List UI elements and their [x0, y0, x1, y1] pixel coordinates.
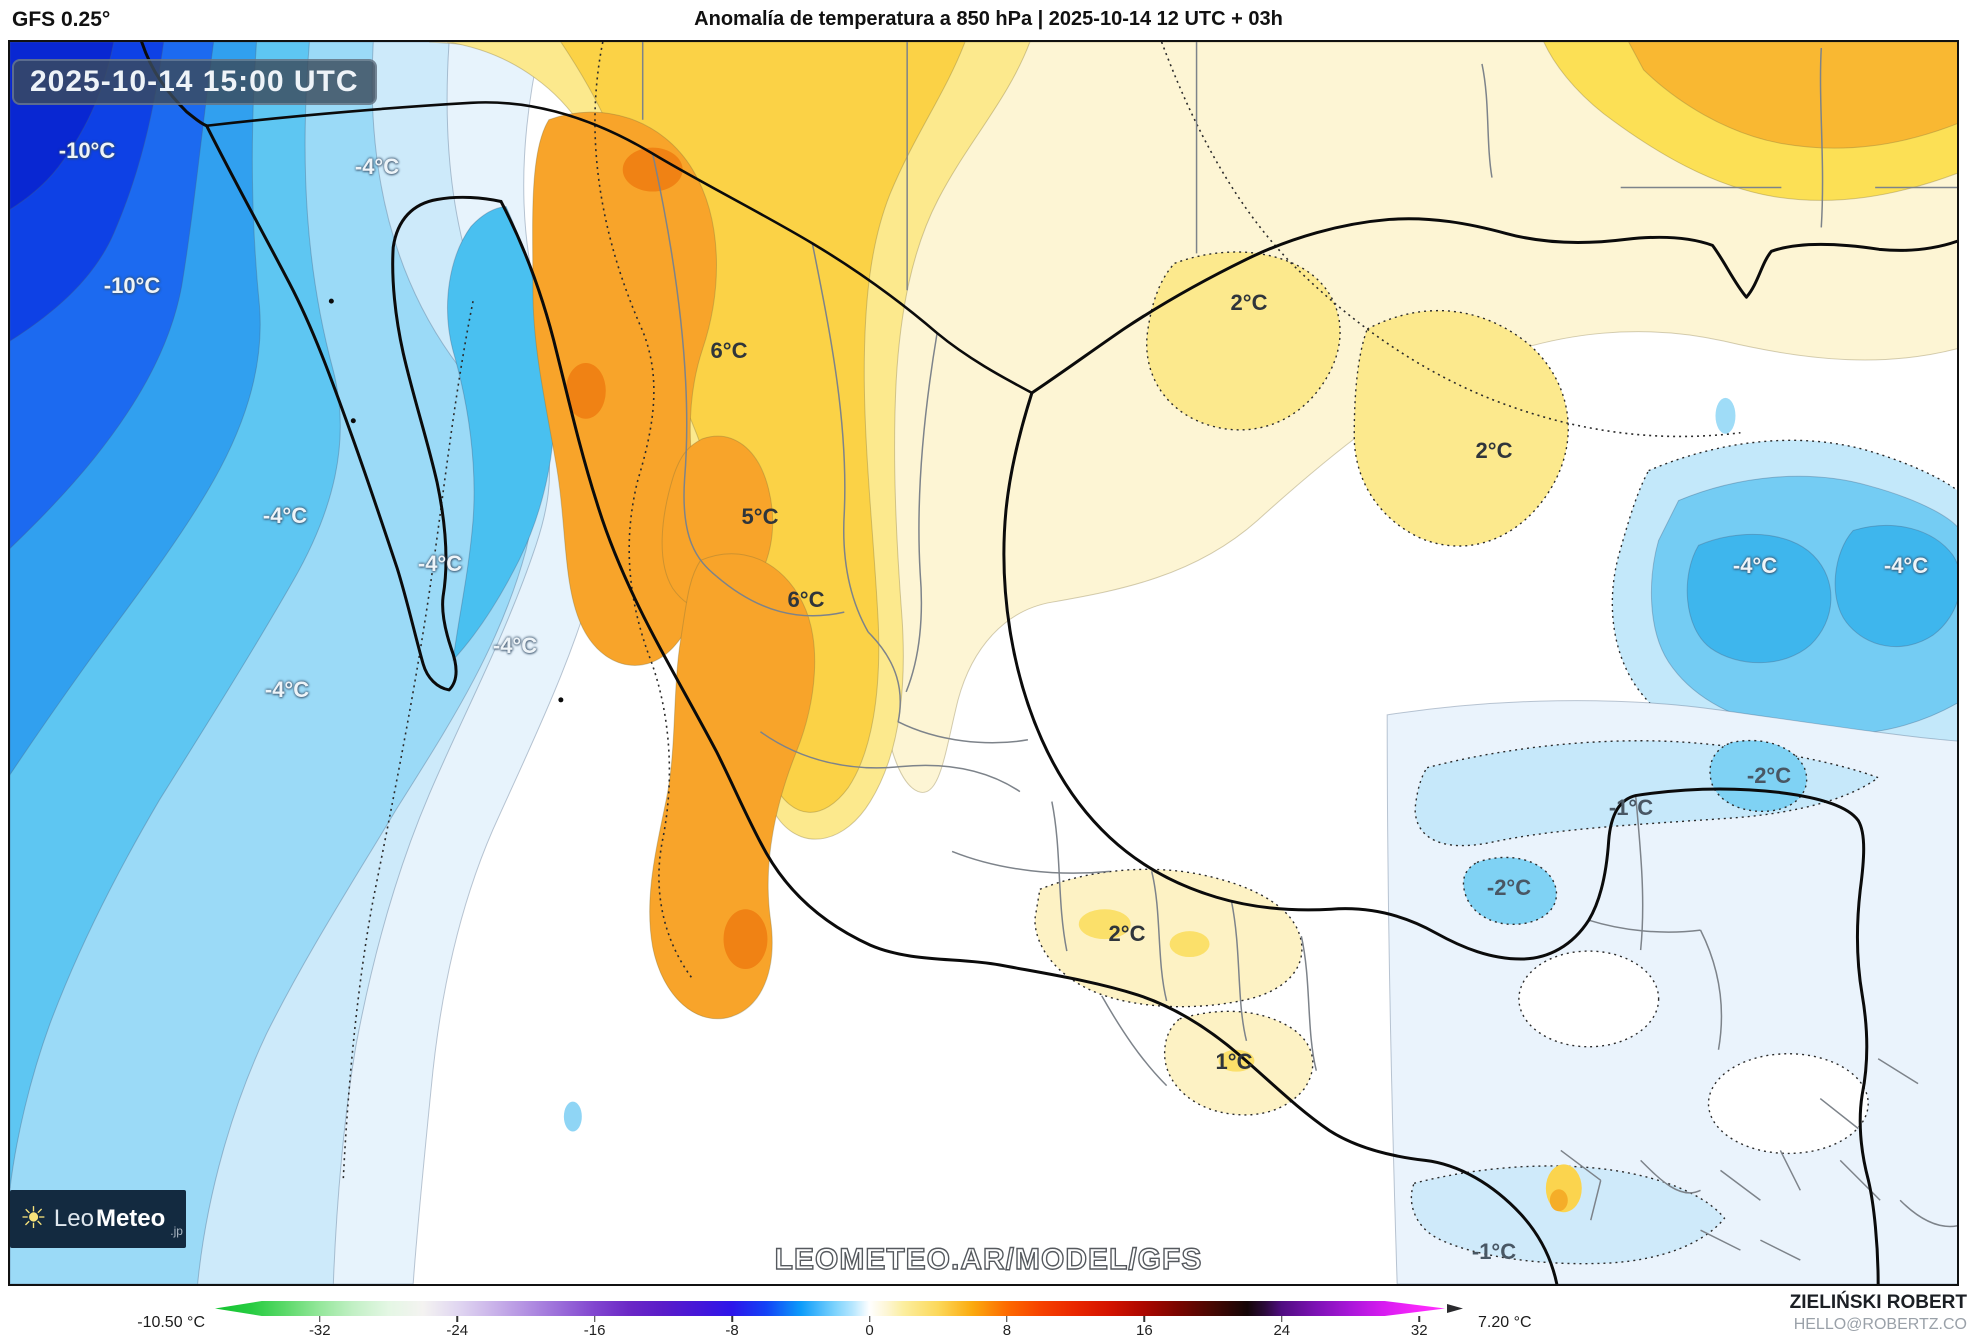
- colorbar-tick-label: 0: [865, 1322, 874, 1339]
- colorbar-tick: [731, 1316, 733, 1322]
- model-label: GFS 0.25°: [12, 8, 111, 31]
- map-frame: [8, 40, 1959, 1286]
- logo-suffix: .jp: [170, 1224, 183, 1238]
- colorbar-tick: [1418, 1316, 1420, 1322]
- colorbar-tick-label: 16: [1136, 1322, 1153, 1339]
- colorbar-tick: [456, 1316, 458, 1322]
- leometeo-logo: ☀ Leo Meteo .jp: [10, 1190, 186, 1248]
- map-graphic: [10, 42, 1957, 1284]
- colorbar-gradient: [215, 1301, 1445, 1316]
- colorbar-tick: [1281, 1316, 1283, 1322]
- colorbar-max-label: 7.20 °C: [1478, 1314, 1532, 1331]
- colorbar-tick: [593, 1316, 596, 1322]
- credit-block: ZIELIŃSKI ROBERT HELLO@ROBERTZ.CO: [1790, 1292, 1967, 1334]
- colorbar-tick: [1006, 1316, 1008, 1322]
- watermark: LEOMETEO.AR/MODEL/GFS: [774, 1242, 1203, 1276]
- colorbar-tick-label: 24: [1273, 1322, 1291, 1339]
- colorbar-tick-label: 8: [1002, 1322, 1012, 1339]
- credit-name: ZIELIŃSKI ROBERT: [1789, 1292, 1967, 1313]
- sun-icon: ☀: [20, 1202, 47, 1235]
- timestamp-badge: 2025-10-14 15:00 UTC: [12, 59, 377, 105]
- logo-text-light: Leo: [53, 1205, 94, 1232]
- colorbar-tail-mark: [1447, 1304, 1463, 1313]
- page-title: Anomalía de temperatura a 850 hPa | 2025…: [694, 8, 1283, 30]
- colorbar-tick: [1143, 1316, 1146, 1322]
- credit-contact: HELLO@ROBERTZ.CO: [1793, 1315, 1967, 1333]
- colorbar-tick: [868, 1316, 871, 1322]
- colorbar-min-label: -10.50 °C: [137, 1314, 205, 1331]
- colorbar-tick: [319, 1316, 321, 1322]
- colorbar-tick-label: -8: [725, 1322, 739, 1339]
- colorbar-tick-label: -32: [308, 1322, 331, 1339]
- logo-text-bold: Meteo: [95, 1205, 166, 1232]
- colorbar-tick-label: -24: [446, 1322, 469, 1339]
- colorbar-tick-label: -16: [583, 1322, 606, 1339]
- colorbar-ticks: -32 -24 -16 -8 0 8 16 24 32: [215, 1316, 1445, 1339]
- colorbar-tick-label: 32: [1410, 1322, 1428, 1339]
